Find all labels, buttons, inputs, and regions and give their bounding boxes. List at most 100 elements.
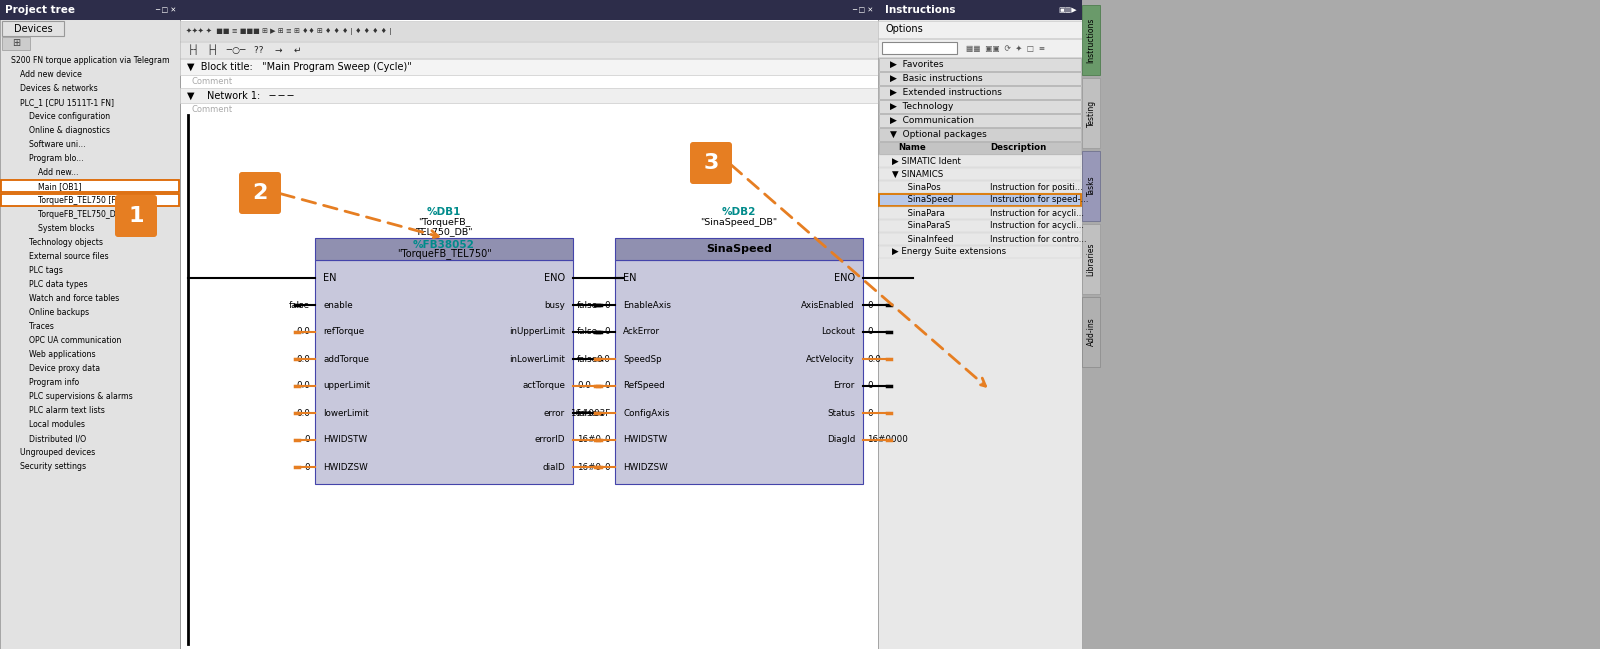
Text: Lockout: Lockout — [821, 328, 854, 336]
Text: Instruction for acycli...: Instruction for acycli... — [990, 208, 1085, 217]
FancyBboxPatch shape — [878, 39, 1082, 57]
Text: 0.0: 0.0 — [296, 328, 310, 336]
Text: 0: 0 — [605, 382, 610, 391]
FancyBboxPatch shape — [2, 180, 179, 192]
Text: 0: 0 — [867, 300, 872, 310]
Text: 2: 2 — [253, 183, 267, 203]
Text: lowerLimit: lowerLimit — [323, 408, 368, 417]
Text: ⊞: ⊞ — [11, 38, 21, 49]
Text: ├┤   ├┤   ─○─   ??    →    ↵: ├┤ ├┤ ─○─ ?? → ↵ — [189, 45, 301, 55]
FancyBboxPatch shape — [614, 238, 862, 260]
Text: refTorque: refTorque — [323, 328, 365, 336]
Text: Traces: Traces — [29, 322, 54, 331]
Text: %DB2: %DB2 — [722, 207, 757, 217]
FancyBboxPatch shape — [0, 0, 179, 649]
Text: EnableAxis: EnableAxis — [622, 300, 670, 310]
Text: HWIDSTW: HWIDSTW — [323, 435, 366, 445]
Text: "TorqueFB_TEL750": "TorqueFB_TEL750" — [397, 249, 491, 260]
Text: ─ □ ✕: ─ □ ✕ — [851, 7, 874, 13]
Text: Main [OB1]: Main [OB1] — [38, 182, 82, 191]
Text: ▶  Favorites: ▶ Favorites — [890, 60, 944, 69]
Text: false: false — [578, 354, 598, 363]
Text: %DB1: %DB1 — [427, 207, 461, 217]
Text: ActVelocity: ActVelocity — [806, 354, 854, 363]
Text: Program info: Program info — [29, 378, 78, 387]
Text: Watch and force tables: Watch and force tables — [29, 294, 120, 303]
Text: Local modules: Local modules — [29, 420, 85, 429]
Text: addTorque: addTorque — [323, 354, 370, 363]
FancyBboxPatch shape — [179, 0, 878, 649]
Text: EN: EN — [323, 273, 336, 283]
FancyBboxPatch shape — [878, 128, 1082, 141]
Text: S200 FN torque application via Telegram: S200 FN torque application via Telegram — [11, 56, 170, 65]
FancyBboxPatch shape — [1082, 297, 1101, 367]
Text: Program blo...: Program blo... — [29, 154, 83, 163]
Text: External source files: External source files — [29, 252, 109, 261]
FancyBboxPatch shape — [1082, 224, 1101, 294]
Text: false: false — [290, 300, 310, 310]
Text: Error: Error — [834, 382, 854, 391]
FancyBboxPatch shape — [2, 37, 30, 50]
Text: SinaPos: SinaPos — [902, 182, 941, 191]
Text: Add new device: Add new device — [19, 70, 82, 79]
Text: RefSpeed: RefSpeed — [622, 382, 664, 391]
Text: ▶ SIMATIC Ident: ▶ SIMATIC Ident — [893, 156, 962, 165]
FancyBboxPatch shape — [878, 72, 1082, 85]
FancyBboxPatch shape — [878, 194, 1082, 206]
Text: SinaInfeed: SinaInfeed — [902, 234, 954, 243]
Text: ENO: ENO — [544, 273, 565, 283]
FancyBboxPatch shape — [614, 260, 862, 484]
Text: HWIDZSW: HWIDZSW — [323, 463, 368, 472]
Text: busy: busy — [544, 300, 565, 310]
FancyBboxPatch shape — [179, 42, 878, 58]
Text: Instruction for speed-...: Instruction for speed-... — [990, 195, 1088, 204]
FancyBboxPatch shape — [2, 194, 179, 206]
FancyBboxPatch shape — [1082, 151, 1101, 221]
FancyBboxPatch shape — [878, 0, 1082, 649]
Text: Tasks: Tasks — [1086, 176, 1096, 196]
Text: AxisEnabled: AxisEnabled — [802, 300, 854, 310]
FancyArrowPatch shape — [280, 194, 438, 238]
Text: 0: 0 — [867, 328, 872, 336]
Text: inUpperLimit: inUpperLimit — [509, 328, 565, 336]
Text: ConfigAxis: ConfigAxis — [622, 408, 669, 417]
Text: ▶  Extended instructions: ▶ Extended instructions — [890, 88, 1002, 97]
FancyBboxPatch shape — [878, 155, 1082, 167]
Text: ✦✦✦ ✦  ■■ ≡ ■■■ ⊞ ▶ ⊞ ≡ ⊞ ♦♦ ⊞ ♦ ♦ ♦ | ♦ ♦ ♦ ♦ |: ✦✦✦ ✦ ■■ ≡ ■■■ ⊞ ▶ ⊞ ≡ ⊞ ♦♦ ⊞ ♦ ♦ ♦ | ♦ … — [186, 27, 392, 34]
FancyBboxPatch shape — [115, 195, 157, 237]
Text: DiagId: DiagId — [827, 435, 854, 445]
Text: 0.0: 0.0 — [296, 354, 310, 363]
Text: TorqueFB_TEL750 [FB38052]: TorqueFB_TEL750 [FB38052] — [38, 196, 149, 205]
Text: Name: Name — [898, 143, 926, 153]
Text: false: false — [578, 300, 598, 310]
FancyBboxPatch shape — [878, 58, 1082, 71]
Text: PLC supervisions & alarms: PLC supervisions & alarms — [29, 392, 133, 401]
FancyBboxPatch shape — [690, 142, 733, 184]
FancyBboxPatch shape — [179, 0, 878, 20]
Text: Instruction for acycli...: Instruction for acycli... — [990, 221, 1085, 230]
Text: TEL750_DB": TEL750_DB" — [416, 227, 472, 236]
FancyBboxPatch shape — [1082, 5, 1101, 75]
Text: Project tree: Project tree — [5, 5, 75, 15]
Text: 16#003F: 16#003F — [570, 408, 610, 417]
Text: 0: 0 — [605, 328, 610, 336]
Text: 0.0: 0.0 — [578, 382, 590, 391]
Text: 0: 0 — [605, 463, 610, 472]
FancyBboxPatch shape — [882, 42, 957, 54]
FancyBboxPatch shape — [878, 207, 1082, 219]
Text: PLC data types: PLC data types — [29, 280, 88, 289]
Text: Status: Status — [827, 408, 854, 417]
Text: "TorqueFB_: "TorqueFB_ — [418, 218, 470, 227]
Text: Comment: Comment — [192, 77, 234, 86]
Text: Add-ins: Add-ins — [1086, 317, 1096, 347]
Text: 0: 0 — [304, 435, 310, 445]
Text: ▶  Communication: ▶ Communication — [890, 116, 974, 125]
Text: ▣▥▶: ▣▥▶ — [1058, 7, 1077, 13]
Text: ▼  Block title:   "Main Program Sweep (Cycle)": ▼ Block title: "Main Program Sweep (Cycl… — [187, 62, 411, 72]
Text: 0.0: 0.0 — [296, 408, 310, 417]
Text: Libraries: Libraries — [1086, 242, 1096, 276]
Text: PLC tags: PLC tags — [29, 266, 62, 275]
Text: Device proxy data: Device proxy data — [29, 364, 101, 373]
Text: Devices & networks: Devices & networks — [19, 84, 98, 93]
FancyBboxPatch shape — [0, 0, 179, 20]
